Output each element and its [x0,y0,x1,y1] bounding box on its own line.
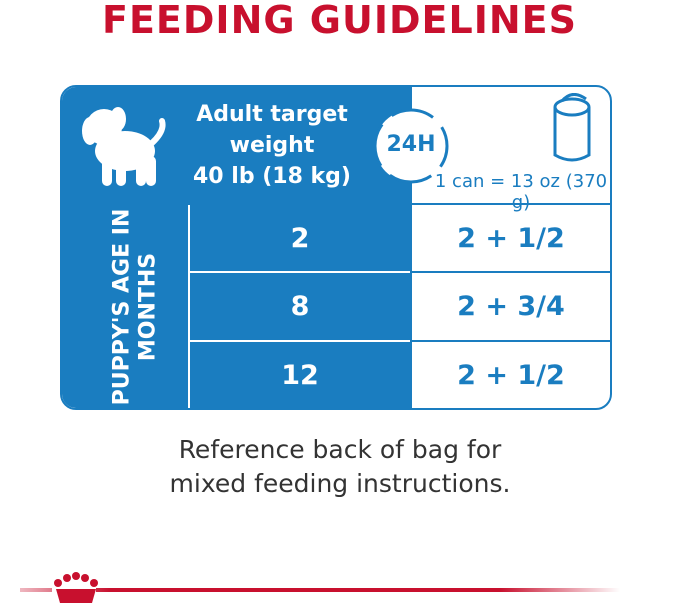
feeding-table: Adult target weight 40 lb (18 kg) 1 can … [60,85,612,410]
can-icon [553,93,591,162]
divider [410,340,610,342]
amount-cell: 2 + 1/2 [457,359,565,391]
period-label: 24H [386,132,436,157]
can-label: 1 can = 13 oz (370 g) [434,171,608,213]
brand-footer [20,572,620,605]
amount-cell: 2 + 1/2 [457,222,565,254]
weight-line: weight [229,133,315,158]
period-badge [373,108,449,184]
age-cell: 8 [190,273,410,340]
weight-label: Adult target weight 40 lb (18 kg) [182,99,362,192]
divider [410,87,412,408]
divider [188,205,190,408]
row-header-cell [62,205,188,408]
title: FEEDING GUIDELINES [102,0,577,42]
weight-line: Adult target [196,102,348,127]
amount-cell: 2 + 3/4 [457,291,565,322]
footer-note: Reference back of bag for mixed feeding … [169,435,511,498]
age-cell: 2 [190,205,410,271]
row-header: PUPPY'S AGE IN MONTHS [109,208,161,406]
weight-line: 40 lb (18 kg) [193,164,351,189]
puppy-icon [82,107,166,186]
divider [410,271,610,273]
divider [62,203,610,205]
age-cell: 12 [190,342,410,408]
divider [188,271,410,273]
divider [188,340,410,342]
